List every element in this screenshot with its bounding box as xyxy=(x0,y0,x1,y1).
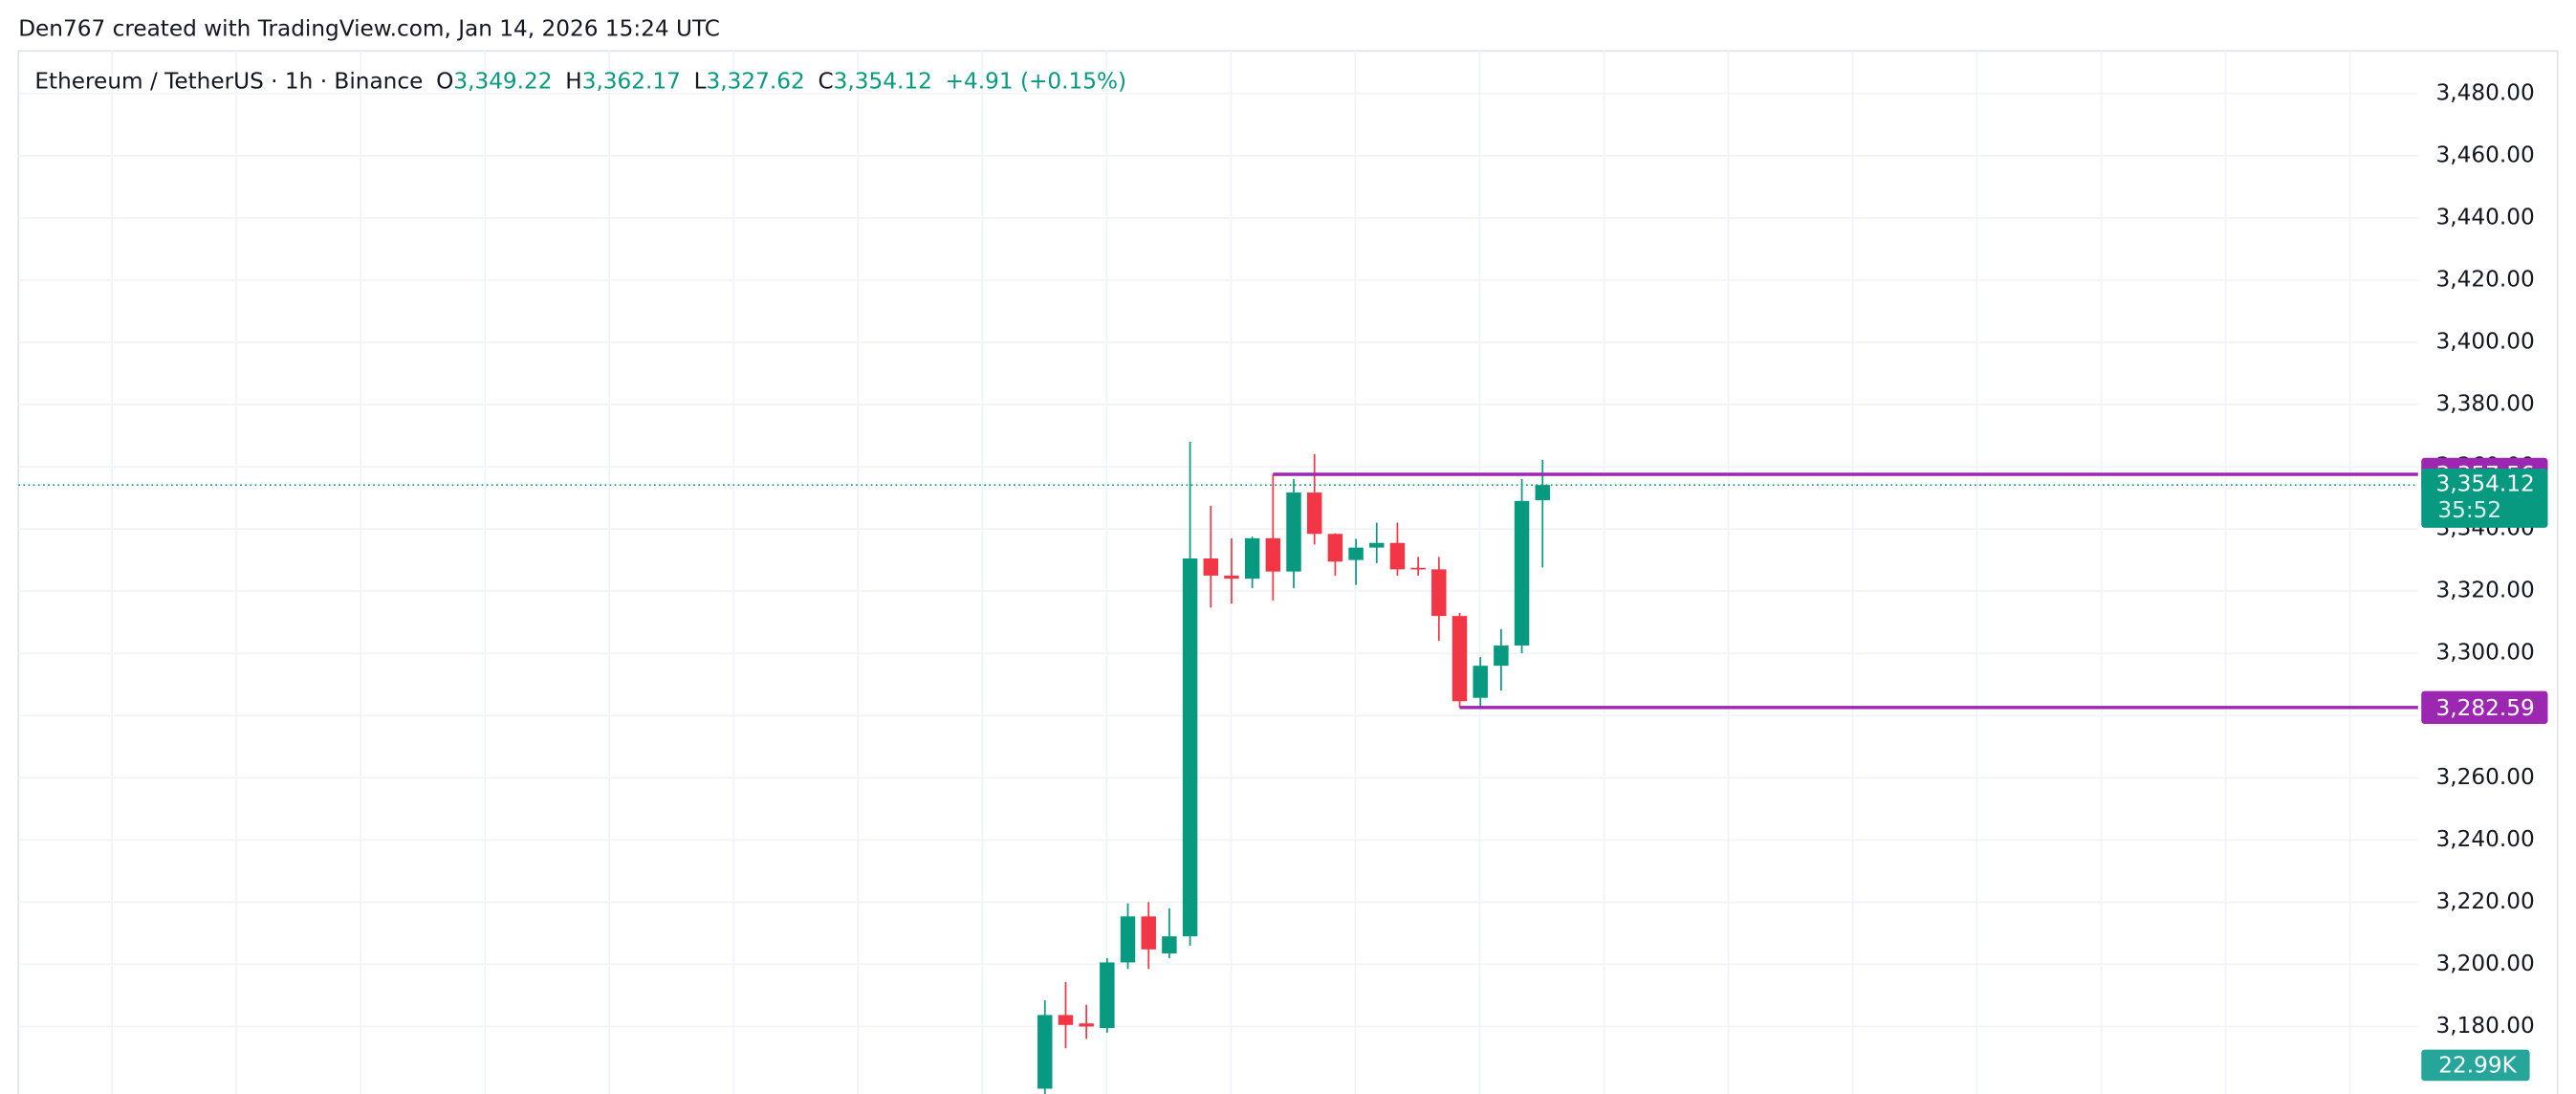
legend-value: 3,327.62 xyxy=(707,68,805,94)
y-tick-label: 3,460.00 xyxy=(2436,142,2535,167)
candle-body xyxy=(1058,1015,1074,1025)
candle-body xyxy=(1389,542,1406,570)
candle-body xyxy=(1162,936,1177,954)
y-tick-label: 3,220.00 xyxy=(2436,888,2535,914)
volume-label: 22.99K xyxy=(2438,1052,2517,1078)
y-tick-label: 3,300.00 xyxy=(2436,640,2535,666)
last-price-label: 3,354.12 xyxy=(2436,471,2535,497)
candle-body xyxy=(1182,558,1198,937)
legend-name: H xyxy=(565,68,581,94)
legend-value: 3,362.17 xyxy=(582,68,681,94)
legend-change: +4.91 (+0.15%) xyxy=(946,68,1126,94)
candle-body xyxy=(1369,542,1385,548)
candle-body xyxy=(1348,547,1364,560)
legend-name: L xyxy=(694,68,707,94)
y-tick-label: 3,440.00 xyxy=(2436,204,2535,230)
y-tick-label: 3,400.00 xyxy=(2436,328,2535,354)
legend: Ethereum / TetherUS · 1h · Binance O 3,349… xyxy=(34,68,1126,94)
y-tick-label: 3,200.00 xyxy=(2436,951,2535,976)
candle-body xyxy=(1306,492,1322,535)
candle-body xyxy=(1410,567,1426,570)
candle-body xyxy=(1120,916,1136,963)
y-tick-label: 3,260.00 xyxy=(2436,764,2535,790)
candle-body xyxy=(1473,666,1488,698)
last-price-box xyxy=(2421,468,2548,528)
candle-body xyxy=(1037,1015,1053,1089)
y-tick-label: 3,240.00 xyxy=(2436,826,2535,852)
legend-value: 3,349.22 xyxy=(453,68,552,94)
level-label: 3,282.59 xyxy=(2436,695,2535,721)
candle-body xyxy=(1514,500,1530,646)
candle-body xyxy=(1203,558,1218,576)
candle-body xyxy=(1535,485,1550,501)
candle-body xyxy=(1141,916,1156,950)
attribution: Den767 created with TradingView.com, Jan… xyxy=(18,15,720,41)
legend-name: C xyxy=(818,68,833,94)
y-tick-label: 3,180.00 xyxy=(2436,1013,2535,1039)
y-tick-label: 3,320.00 xyxy=(2436,578,2535,603)
candle-body xyxy=(1494,645,1509,667)
grid xyxy=(18,51,2418,1094)
candle-body xyxy=(1224,575,1239,580)
candle-body xyxy=(1079,1023,1094,1027)
candle-body xyxy=(1100,962,1115,1029)
plot xyxy=(18,442,2418,1094)
legend-name: O xyxy=(436,68,453,94)
countdown: 35:52 xyxy=(2437,497,2501,523)
y-tick-label: 3,380.00 xyxy=(2436,391,2535,417)
symbol: Ethereum / TetherUS · 1h · Binance xyxy=(34,68,423,94)
candle-body xyxy=(1431,569,1447,617)
candle-body xyxy=(1265,537,1281,572)
chart-frame xyxy=(17,50,2559,1094)
candle-body xyxy=(1244,537,1260,580)
y-tick-label: 3,420.00 xyxy=(2436,266,2535,292)
candle-body xyxy=(1452,616,1468,702)
y-tick-label: 3,480.00 xyxy=(2436,79,2535,105)
price-axis: 3,180.00 3,200.00 3,220.00 3,240.00 3,260.00… xyxy=(2421,79,2548,1082)
candle-body xyxy=(1286,492,1301,572)
legend-value: 3,354.12 xyxy=(834,68,932,94)
candle-body xyxy=(1327,534,1343,562)
volume-label-box xyxy=(2421,1049,2530,1082)
level-label-box xyxy=(2421,690,2548,724)
